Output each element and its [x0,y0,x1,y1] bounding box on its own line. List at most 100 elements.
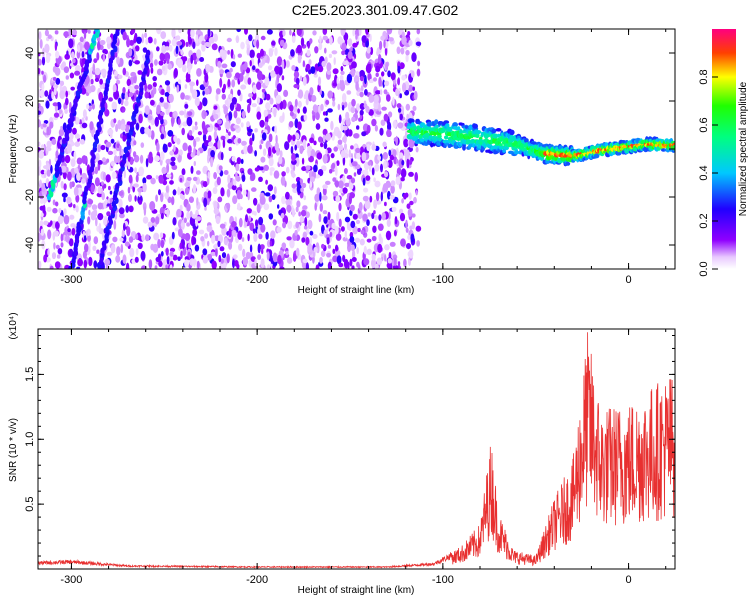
heatmap-streak-cell [145,49,151,57]
heatmap-cell [340,65,344,72]
heatmap-cell [76,50,81,59]
heatmap-cell [104,258,111,266]
heatmap-cell [230,61,236,68]
heatmap-cell [221,252,227,259]
heatmap-cell [199,57,205,62]
heatmap-cell [336,83,341,90]
heatmap-cell [241,174,246,183]
heatmap-signal-cell [443,120,450,124]
heatmap-cell [211,234,216,244]
heatmap-cell [83,259,88,269]
heatmap-cell [186,222,191,227]
heatmap-cell [322,154,328,164]
heatmap-cell [287,220,293,230]
heatmap-cell [206,198,210,206]
heatmap-cell [364,89,368,96]
colorbar-tick-label: 0.2 [698,213,710,228]
heatmap-cell [326,237,330,245]
heatmap-cell [308,59,312,66]
heatmap-cell [271,40,276,46]
heatmap-cell [38,232,41,242]
heatmap-cell [194,244,200,252]
heatmap-cell [166,256,170,265]
heatmap-cell [76,266,81,269]
heatmap-cell [259,244,265,250]
heatmap-cell [114,52,118,58]
heatmap-cell [53,242,56,250]
heatmap-cell [336,211,340,222]
heatmap-cell [363,258,370,266]
heatmap-cell [277,204,280,209]
heatmap-cell [67,171,72,181]
heatmap-cell [173,83,176,89]
heatmap-signal-cell [562,157,566,162]
heatmap-cell [144,91,149,99]
heatmap-cell [159,232,164,239]
heatmap-cell [69,181,73,189]
y-tick-label: 0 [24,146,36,152]
heatmap-cell [278,156,283,165]
heatmap-cell [168,44,173,52]
heatmap-cell [289,29,292,36]
heatmap-cell [266,239,271,248]
heatmap-cell [264,115,269,124]
heatmap-cell [379,40,383,51]
heatmap-cell [378,76,382,87]
heatmap-cell [126,78,131,87]
heatmap-cell [180,49,184,56]
snr-x-ticks: -300 -200 -100 0 [60,329,667,586]
heatmap-cell [196,170,201,175]
heatmap-cell [327,261,332,269]
heatmap-cell [114,70,118,77]
heatmap-cell [241,110,246,119]
heatmap-cell [219,69,225,75]
heatmap-cell [184,103,189,109]
heatmap-signal-cell [513,150,520,155]
heatmap-cell [213,172,218,180]
heatmap-cell [327,108,333,113]
heatmap-cell [68,29,72,37]
heatmap-cell [54,30,59,35]
heatmap-cell [319,191,322,202]
heatmap-cell [57,215,64,225]
heatmap-cell [147,36,153,44]
heatmap-cell [110,160,115,167]
heatmap-cell [73,204,76,209]
heatmap-cell [175,45,179,55]
heatmap-cell [246,208,252,214]
heatmap-cell [190,54,194,64]
heatmap-cell [319,89,322,96]
heatmap-cell [390,184,395,194]
heatmap-cell [138,113,143,124]
heatmap-cell [319,35,322,43]
heatmap-cell [81,178,86,184]
heatmap-cell [43,194,46,205]
heatmap-cell [52,102,58,107]
heatmap-cell [347,51,353,60]
heatmap-cell [398,152,404,161]
heatmap-cell [220,152,224,161]
heatmap-cell [221,226,228,236]
heatmap-cell [401,74,406,81]
heatmap-cell [367,161,372,166]
heatmap-cell [137,70,143,75]
heatmap-cell [409,200,414,206]
heatmap-cell [227,131,231,136]
heatmap-cell [243,189,247,196]
heatmap-cell [94,166,99,175]
heatmap-signal-cell [498,143,503,147]
heatmap-cell [365,175,371,181]
heatmap-cell [127,163,131,170]
heatmap-cell [50,164,53,174]
heatmap-cell [402,119,406,130]
heatmap-cell [325,149,328,155]
heatmap-cell [217,60,222,68]
heatmap-cell [286,257,293,264]
heatmap-cell [415,190,418,196]
heatmap-cell [338,218,342,228]
heatmap-cell [334,225,339,235]
heatmap-cell [295,206,299,213]
heatmap-cell [241,140,247,146]
snr-y-scale-note: (x10⁴) [8,312,19,339]
